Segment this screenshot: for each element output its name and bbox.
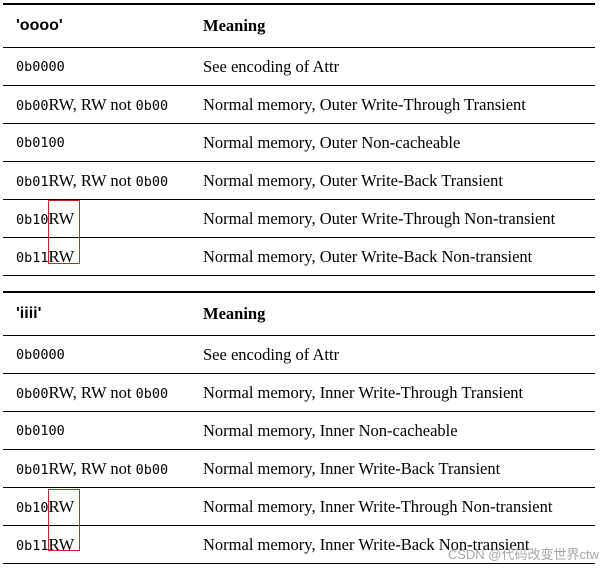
meaning-cell: Normal memory, Inner Write-Back Non-tran… — [203, 534, 530, 554]
table-row: 0b11RW Normal memory, Inner Write-Back No… — [3, 526, 595, 564]
table-body: 0b0000 See encoding of Attr 0b00RW, RW not… — [3, 48, 595, 276]
binary-code-text: 0b0000 — [16, 58, 65, 75]
binary-code-text: 0b00 — [16, 385, 49, 402]
binary-code-text: 0b0100 — [16, 422, 65, 439]
table-row: 0b11RW Normal memory, Outer Write-Back No… — [3, 238, 595, 276]
binary-code-text: 0b11 — [16, 249, 49, 266]
code-cell: 0b01RW, RW not 0b00 — [3, 459, 203, 479]
table-row: 0b10RW Normal memory, Outer Write-Through… — [3, 200, 595, 238]
meaning-cell: Normal memory, Outer Non-cacheable — [203, 132, 461, 152]
code-cell: 0b0000 — [3, 58, 203, 76]
code-cell: 0b11RW — [3, 535, 203, 555]
meaning-cell: Normal memory, Inner Non-cacheable — [203, 420, 458, 440]
meaning-cell: See encoding of Attr — [203, 344, 340, 364]
rw-text: RW, RW not — [48, 170, 136, 190]
meaning-cell: Normal memory, Outer Write-Through Non-t… — [203, 208, 556, 228]
table-header-row: 'oooo' Meaning — [3, 5, 595, 48]
binary-code-text: 0b0000 — [16, 346, 65, 363]
rw-text: RW, RW not — [48, 382, 136, 402]
table-row: 0b00RW, RW not 0b00 Normal memory, Outer … — [3, 86, 595, 124]
table-row: 0b01RW, RW not 0b00 Normal memory, Outer … — [3, 162, 595, 200]
code-cell: 0b00RW, RW not 0b00 — [3, 95, 203, 115]
table-row: 0b10RW Normal memory, Inner Write-Through… — [3, 488, 595, 526]
meaning-cell: Normal memory, Outer Write-Through Trans… — [203, 94, 526, 114]
meaning-cell: Normal memory, Inner Write-Through Non-t… — [203, 496, 553, 516]
table-row: 0b0100 Normal memory, Outer Non-cacheable — [3, 124, 595, 162]
table-row: 0b01RW, RW not 0b00 Normal memory, Inner … — [3, 450, 595, 488]
oooo-encoding-table: 'oooo' Meaning 0b0000 See encoding of Att… — [3, 3, 595, 276]
rw-text: RW — [48, 496, 75, 516]
column-header-meaning: Meaning — [203, 304, 266, 323]
binary-code-text: 0b0100 — [16, 134, 65, 151]
code-cell: 0b0100 — [3, 134, 203, 152]
code-cell: 0b11RW — [3, 247, 203, 267]
rw-text: RW — [48, 534, 75, 554]
rw-text: RW, RW not — [48, 94, 136, 114]
code-cell: 0b0000 — [3, 346, 203, 364]
table-body: 0b0000 See encoding of Attr 0b00RW, RW not… — [3, 336, 595, 564]
column-header-iiii: 'iiii' — [16, 305, 42, 322]
binary-code-text: 0b01 — [16, 173, 49, 190]
iiii-encoding-table: 'iiii' Meaning 0b0000 See encoding of Att… — [3, 291, 595, 564]
code-cell: 0b00RW, RW not 0b00 — [3, 383, 203, 403]
rw-text: RW — [48, 246, 75, 266]
binary-code-text: 0b10 — [16, 499, 49, 516]
meaning-cell: See encoding of Attr — [203, 56, 340, 76]
table-row: 0b00RW, RW not 0b00 Normal memory, Inner … — [3, 374, 595, 412]
binary-code-text: 0b00 — [135, 97, 169, 114]
column-header-oooo: 'oooo' — [16, 17, 63, 34]
csdn-watermark: CSDN @代码改变世界ctw — [447, 547, 599, 562]
binary-code-text: 0b10 — [16, 211, 49, 228]
code-cell: 0b0100 — [3, 422, 203, 440]
binary-code-text: 0b00 — [135, 461, 169, 478]
meaning-cell: Normal memory, Inner Write-Back Transien… — [203, 458, 501, 478]
code-cell: 0b10RW — [3, 497, 203, 517]
meaning-cell: Normal memory, Outer Write-Back Transien… — [203, 170, 503, 190]
table-row: 0b0000 See encoding of Attr — [3, 336, 595, 374]
column-header-meaning: Meaning — [203, 16, 266, 35]
code-cell: 0b01RW, RW not 0b00 — [3, 171, 203, 191]
table-row: 0b0000 See encoding of Attr — [3, 48, 595, 86]
table-row: 0b0100 Normal memory, Inner Non-cacheable — [3, 412, 595, 450]
rw-text: RW — [48, 208, 75, 228]
binary-code-text: 0b01 — [16, 461, 49, 478]
code-cell: 0b10RW — [3, 209, 203, 229]
meaning-cell: Normal memory, Inner Write-Through Trans… — [203, 382, 524, 402]
binary-code-text: 0b00 — [135, 385, 169, 402]
table-header-row: 'iiii' Meaning — [3, 293, 595, 336]
binary-code-text: 0b00 — [135, 173, 169, 190]
binary-code-text: 0b00 — [16, 97, 49, 114]
meaning-cell: Normal memory, Outer Write-Back Non-tran… — [203, 246, 533, 266]
binary-code-text: 0b11 — [16, 537, 49, 554]
rw-text: RW, RW not — [48, 458, 136, 478]
